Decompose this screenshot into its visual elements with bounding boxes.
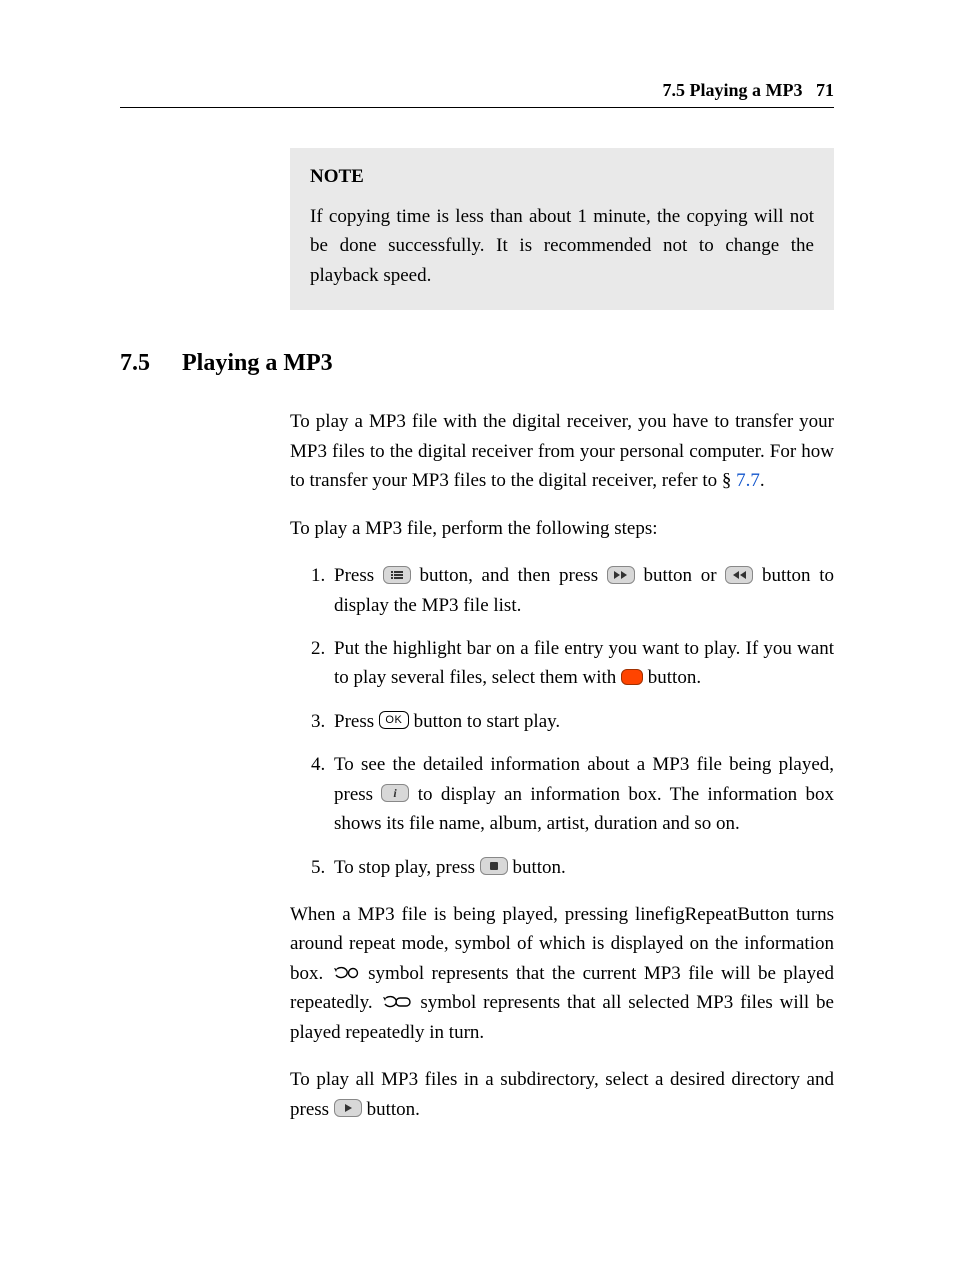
header-section-ref: 7.5 Playing a MP3 — [663, 80, 803, 100]
repeat-one-icon — [331, 965, 361, 981]
note-box: NOTE If copying time is less than about … — [290, 148, 834, 310]
info-icon: i — [381, 784, 409, 802]
crossref-link[interactable]: 7.7 — [736, 470, 760, 491]
note-label: NOTE — [310, 166, 814, 188]
step2-a: Put the highlight bar on a file entry yo… — [334, 638, 834, 688]
intro-paragraph-2: To play a MP3 file, perform the followin… — [290, 514, 834, 543]
step-1: Press button, and then press button or b… — [330, 561, 834, 620]
list-icon — [383, 566, 411, 584]
step-4: To see the detailed information about a … — [330, 750, 834, 838]
note-text: If copying time is less than about 1 min… — [310, 202, 814, 290]
steps-list: Press button, and then press button or b… — [290, 561, 834, 882]
red-button-icon — [621, 669, 643, 685]
step1-b: button, and then press — [411, 565, 607, 586]
step-2: Put the highlight bar on a file entry yo… — [330, 634, 834, 693]
rewind-icon — [725, 566, 753, 584]
svg-text:i: i — [394, 787, 398, 799]
page-header: 7.5 Playing a MP3 71 — [120, 80, 834, 108]
play-icon — [334, 1099, 362, 1117]
section-number: 7.5 — [120, 350, 182, 377]
document-page: 7.5 Playing a MP3 71 NOTE If copying tim… — [0, 0, 954, 1272]
header-page-number: 71 — [816, 80, 834, 100]
step3-b: button to start play. — [409, 711, 560, 732]
ok-button: OK — [379, 711, 409, 729]
intro-paragraph-1: To play a MP3 file with the digital rece… — [290, 407, 834, 495]
fast-forward-icon — [607, 566, 635, 584]
after-paragraph-1: When a MP3 file is being played, pressin… — [290, 900, 834, 1047]
step-5: To stop play, press button. — [330, 853, 834, 882]
step2-b: button. — [643, 667, 701, 688]
intro-p1b: . — [760, 470, 765, 491]
step-3: Press OK button to start play. — [330, 707, 834, 736]
step1-a: Press — [334, 565, 383, 586]
step5-b: button. — [508, 857, 566, 878]
step5-a: To stop play, press — [334, 857, 480, 878]
section-heading: 7.5 Playing a MP3 — [120, 350, 834, 377]
section-title: Playing a MP3 — [182, 350, 333, 377]
body-content: To play a MP3 file with the digital rece… — [290, 407, 834, 1124]
stop-icon — [480, 857, 508, 875]
after-p2b: button. — [362, 1099, 420, 1120]
step1-c: button or — [635, 565, 725, 586]
after-paragraph-2: To play all MP3 files in a subdirectory,… — [290, 1065, 834, 1124]
repeat-all-icon — [380, 994, 414, 1010]
step3-a: Press — [334, 711, 379, 732]
